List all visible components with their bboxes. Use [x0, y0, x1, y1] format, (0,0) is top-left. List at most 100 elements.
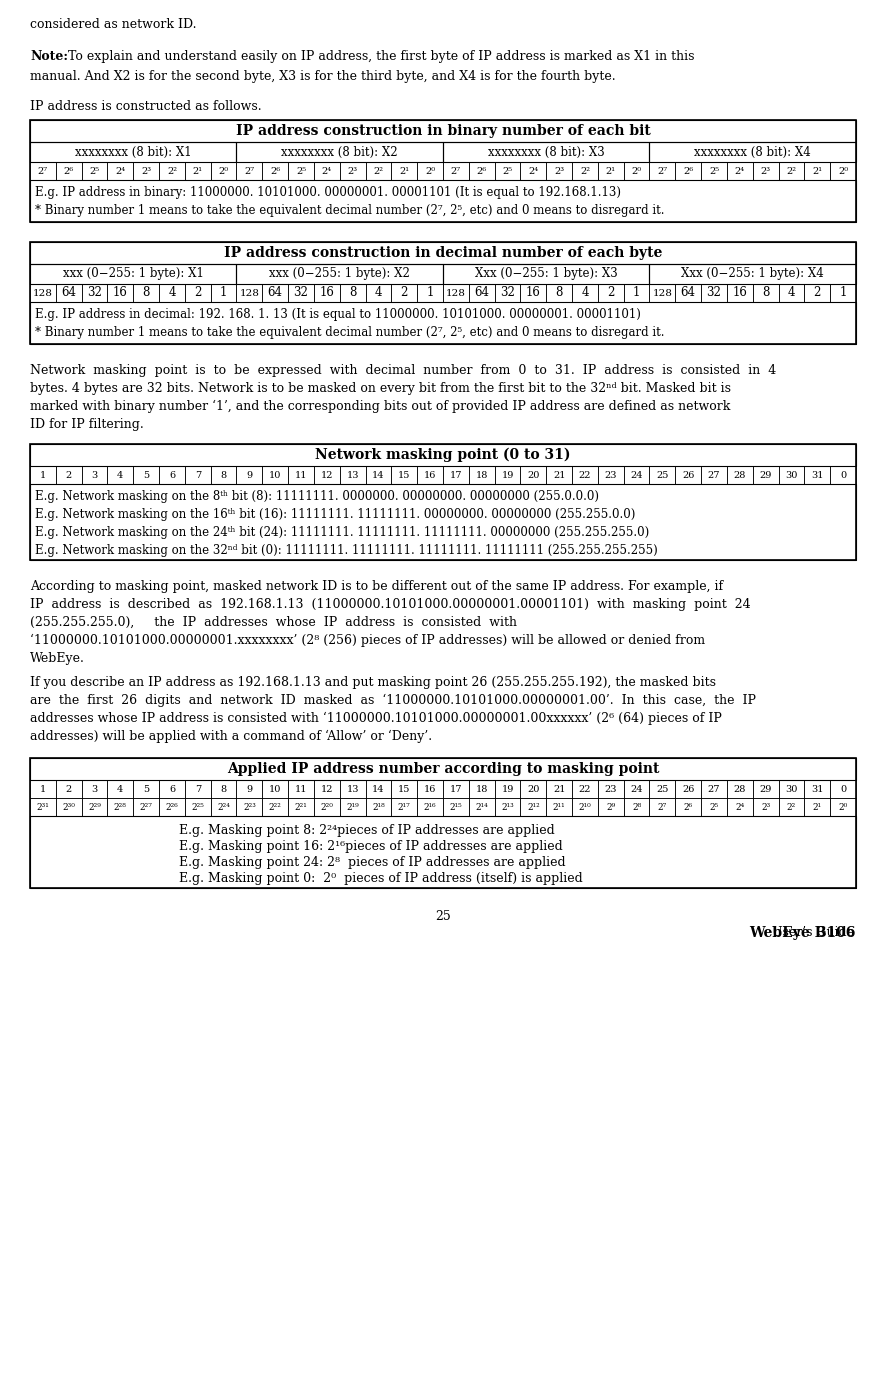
- Text: 2¹⁵: 2¹⁵: [449, 802, 462, 812]
- Bar: [547, 798, 572, 816]
- Text: 8: 8: [221, 471, 227, 479]
- Bar: [56, 780, 82, 798]
- Text: E.g. Masking point 16: 2¹⁶pieces of IP addresses are applied: E.g. Masking point 16: 2¹⁶pieces of IP a…: [179, 840, 563, 853]
- Bar: [82, 284, 107, 302]
- Text: 14: 14: [372, 784, 385, 794]
- Text: 64: 64: [680, 287, 696, 299]
- Text: 12: 12: [321, 471, 333, 479]
- Text: 11: 11: [295, 784, 307, 794]
- Text: 29: 29: [759, 784, 772, 794]
- Text: 18: 18: [476, 784, 488, 794]
- Bar: [598, 467, 624, 483]
- Bar: [494, 284, 520, 302]
- Bar: [443, 467, 469, 483]
- Text: 2⁶: 2⁶: [683, 167, 694, 176]
- Bar: [237, 467, 262, 483]
- Bar: [753, 780, 779, 798]
- Text: 2: 2: [66, 471, 72, 479]
- Bar: [30, 483, 856, 560]
- Bar: [830, 798, 856, 816]
- Text: 2⁵: 2⁵: [89, 167, 99, 176]
- Bar: [572, 780, 598, 798]
- Text: xxxxxxxx (8 bit): X4: xxxxxxxx (8 bit): X4: [695, 145, 811, 159]
- Bar: [314, 284, 339, 302]
- Bar: [727, 798, 753, 816]
- Text: 1: 1: [40, 784, 46, 794]
- Bar: [30, 444, 856, 560]
- Text: E.g. Masking point 8: 2²⁴pieces of IP addresses are applied: E.g. Masking point 8: 2²⁴pieces of IP ad…: [179, 825, 555, 837]
- Text: 2⁴: 2⁴: [322, 167, 332, 176]
- Text: 2²⁹: 2²⁹: [88, 802, 101, 812]
- Bar: [494, 798, 520, 816]
- Text: 17: 17: [450, 471, 462, 479]
- Bar: [675, 780, 701, 798]
- Bar: [830, 467, 856, 483]
- Text: 2⁰: 2⁰: [838, 802, 848, 812]
- Text: Xxx (0−255: 1 byte): X4: Xxx (0−255: 1 byte): X4: [681, 267, 824, 280]
- Bar: [211, 798, 237, 816]
- Text: 1: 1: [40, 471, 46, 479]
- Bar: [598, 780, 624, 798]
- Text: 2²⁸: 2²⁸: [114, 802, 127, 812]
- Text: WebEye B106: WebEye B106: [750, 926, 856, 940]
- Bar: [314, 162, 339, 180]
- Bar: [727, 467, 753, 483]
- Text: 2²: 2²: [374, 167, 384, 176]
- Text: 32: 32: [293, 287, 308, 299]
- Bar: [804, 284, 830, 302]
- Text: 2⁴: 2⁴: [734, 167, 745, 176]
- Text: 32: 32: [707, 287, 721, 299]
- Bar: [624, 798, 649, 816]
- Bar: [649, 284, 675, 302]
- Bar: [392, 467, 417, 483]
- Bar: [133, 284, 159, 302]
- Bar: [56, 467, 82, 483]
- Bar: [314, 798, 339, 816]
- Text: 32: 32: [500, 287, 515, 299]
- Text: 64: 64: [474, 287, 489, 299]
- Text: 6: 6: [169, 784, 175, 794]
- Bar: [701, 798, 727, 816]
- Bar: [159, 162, 185, 180]
- Bar: [443, 284, 469, 302]
- Text: 2⁵: 2⁵: [709, 167, 719, 176]
- Text: 4: 4: [168, 287, 175, 299]
- Bar: [30, 142, 237, 162]
- Text: 2²⁰: 2²⁰: [321, 802, 333, 812]
- Text: 2²: 2²: [787, 167, 797, 176]
- Text: marked with binary number ‘1’, and the corresponding bits out of provided IP add: marked with binary number ‘1’, and the c…: [30, 400, 730, 414]
- Bar: [494, 467, 520, 483]
- Bar: [494, 162, 520, 180]
- Bar: [339, 780, 366, 798]
- Bar: [649, 162, 675, 180]
- Bar: [598, 284, 624, 302]
- Text: 2⁹: 2⁹: [606, 802, 616, 812]
- Bar: [443, 142, 649, 162]
- Text: 2³: 2³: [554, 167, 564, 176]
- Text: considered as network ID.: considered as network ID.: [30, 18, 197, 31]
- Bar: [314, 467, 339, 483]
- Text: 2⁷: 2⁷: [657, 802, 667, 812]
- Bar: [262, 467, 288, 483]
- Text: 2¹: 2¹: [812, 167, 822, 176]
- Text: 2⁰: 2⁰: [425, 167, 435, 176]
- Bar: [159, 780, 185, 798]
- Bar: [30, 780, 56, 798]
- Bar: [30, 444, 856, 467]
- Bar: [82, 780, 107, 798]
- Text: 16: 16: [113, 287, 128, 299]
- Bar: [804, 780, 830, 798]
- Text: 8: 8: [762, 287, 769, 299]
- Text: 4: 4: [581, 287, 588, 299]
- Bar: [753, 467, 779, 483]
- Bar: [185, 162, 211, 180]
- Text: 2⁶: 2⁶: [270, 167, 280, 176]
- Bar: [830, 162, 856, 180]
- Bar: [30, 758, 856, 887]
- Bar: [469, 284, 494, 302]
- Bar: [262, 162, 288, 180]
- Bar: [804, 162, 830, 180]
- Bar: [520, 798, 547, 816]
- Text: 23: 23: [604, 784, 617, 794]
- Text: E.g. Masking point 0:  2⁰  pieces of IP address (itself) is applied: E.g. Masking point 0: 2⁰ pieces of IP ad…: [179, 872, 582, 885]
